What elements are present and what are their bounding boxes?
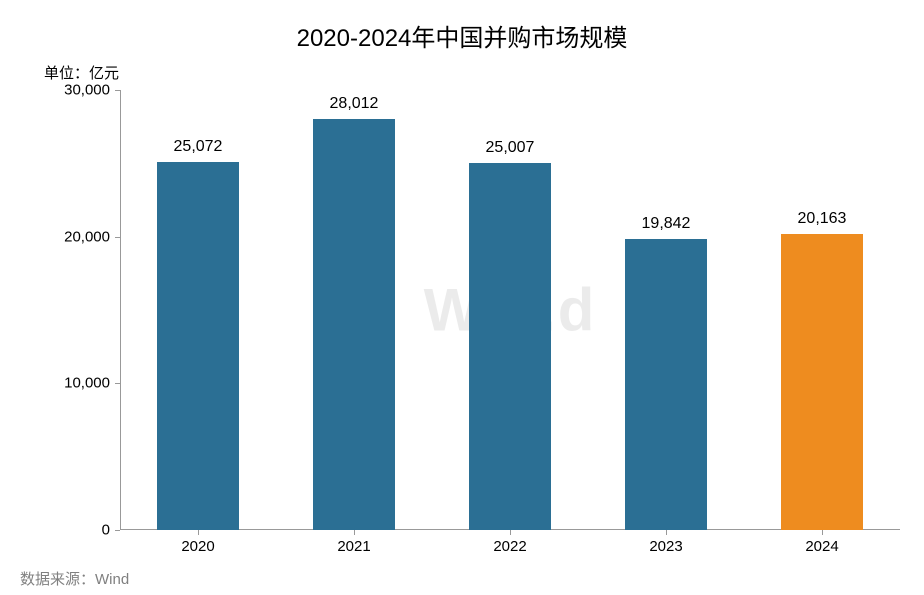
y-axis-line bbox=[120, 90, 121, 530]
ytick-label: 0 bbox=[102, 522, 120, 539]
xtick-label: 2020 bbox=[181, 530, 214, 555]
bar-value-label: 25,072 bbox=[174, 138, 223, 162]
xtick-label: 2022 bbox=[493, 530, 526, 555]
bar: 25,072 bbox=[157, 162, 238, 530]
bar-value-label: 28,012 bbox=[330, 95, 379, 119]
bar-value-label: 20,163 bbox=[798, 210, 847, 234]
plot-area: Win.d 010,00020,00030,000202025,07220212… bbox=[120, 90, 900, 530]
bar: 25,007 bbox=[469, 163, 550, 530]
source-label: 数据来源：Wind bbox=[20, 568, 129, 589]
xtick-label: 2021 bbox=[337, 530, 370, 555]
xtick-label: 2024 bbox=[805, 530, 838, 555]
unit-label: 单位：亿元 bbox=[44, 62, 119, 83]
chart-title: 2020-2024年中国并购市场规模 bbox=[0, 18, 924, 53]
bar-value-label: 25,007 bbox=[486, 139, 535, 163]
ytick-label: 10,000 bbox=[64, 375, 120, 392]
bar: 20,163 bbox=[781, 234, 862, 530]
xtick-label: 2023 bbox=[649, 530, 682, 555]
ytick-label: 30,000 bbox=[64, 82, 120, 99]
bar: 28,012 bbox=[313, 119, 394, 530]
ytick-label: 20,000 bbox=[64, 228, 120, 245]
bar-value-label: 19,842 bbox=[642, 215, 691, 239]
bar: 19,842 bbox=[625, 239, 706, 530]
